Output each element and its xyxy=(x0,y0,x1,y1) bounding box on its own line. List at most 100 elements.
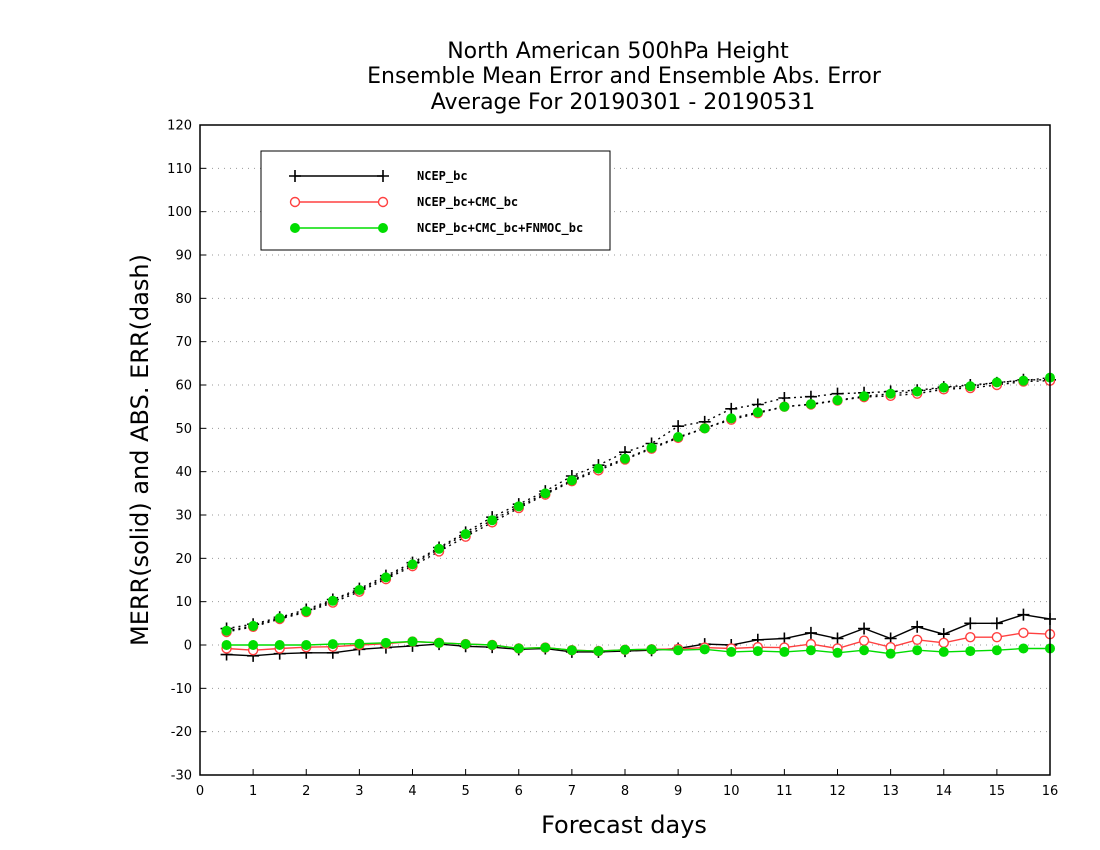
legend-box xyxy=(260,150,611,251)
mean-err-point-ncep-bc-cmc-bc-fnmoc-bc xyxy=(566,645,577,656)
y-tick-label: -30 xyxy=(171,769,192,784)
mean-err-point-ncep-bc-cmc-bc-fnmoc-bc xyxy=(380,637,391,648)
abs-err-point-ncep-bc-cmc-bc-fnmoc-bc xyxy=(221,625,232,636)
x-tick-label: 3 xyxy=(355,784,363,799)
abs-err-line-ncep-bc-cmc-bc-fnmoc-bc xyxy=(226,376,1051,632)
abs-err-point-ncep-bc-cmc-bc-fnmoc-bc xyxy=(991,377,1002,388)
mean-err-point-ncep-bc xyxy=(964,617,977,630)
x-tick-label: 14 xyxy=(935,784,952,799)
abs-err-point-ncep-bc-cmc-bc-fnmoc-bc xyxy=(380,572,391,583)
mean-err-point-ncep-bc-cmc-bc-fnmoc-bc xyxy=(487,640,498,650)
legend-marker xyxy=(378,223,388,233)
legend-marker xyxy=(377,196,389,208)
abs-err-point-ncep-bc-cmc-bc-fnmoc-bc xyxy=(699,423,710,434)
chart-title: North American 500hPa Height Ensemble Me… xyxy=(367,39,882,115)
mean-err-point-ncep-bc-cmc-bc-fnmoc-bc xyxy=(726,646,737,657)
mean-err-point-ncep-bc xyxy=(911,620,924,633)
abs-err-point-ncep-bc-cmc-bc-fnmoc-bc xyxy=(540,488,551,499)
mean-err-point-ncep-bc-cmc-bc xyxy=(858,635,870,646)
legend-marker xyxy=(290,223,300,233)
title-line-2: Ensemble Mean Error and Ensemble Abs. Er… xyxy=(367,64,882,89)
abs-err-point-ncep-bc-cmc-bc-fnmoc-bc xyxy=(912,386,923,397)
mean-err-line-ncep-bc-cmc-bc xyxy=(226,632,1051,652)
legend-items: NCEP_bc NCEP_bc+CMC_bc NCEP_bc+CMC_bc+FNMO… xyxy=(289,169,583,236)
abs-err-point-ncep-bc-cmc-bc-fnmoc-bc xyxy=(673,432,684,442)
x-tick-label: 10 xyxy=(723,784,740,799)
mean-err-point-ncep-bc-cmc-bc xyxy=(938,637,949,649)
abs-err-point-ncep-bc-cmc-bc-fnmoc-bc xyxy=(646,442,657,453)
abs-err-point-ncep-bc-cmc-bc-fnmoc-bc xyxy=(407,559,418,570)
x-axis-ticks: 0 1 2 3 4 5 6 7 8 9 10 11 12 13 14 15 16 xyxy=(196,769,1058,799)
y-tick-label: -10 xyxy=(171,682,192,697)
mean-err-point-ncep-bc-cmc-bc-fnmoc-bc xyxy=(646,644,657,655)
mean-err-line-ncep-bc-cmc-bc-fnmoc-bc xyxy=(226,640,1050,655)
abs-err-point-ncep-bc-cmc-bc-fnmoc-bc xyxy=(1018,375,1029,386)
x-tick-label: 15 xyxy=(989,784,1006,799)
abs-err-point-ncep-bc-cmc-bc-fnmoc-bc xyxy=(965,381,976,392)
abs-err-point-ncep-bc-cmc-bc-fnmoc-bc xyxy=(566,475,577,486)
mean-err-point-ncep-bc-cmc-bc-fnmoc-bc xyxy=(301,640,312,650)
series-ncep-bc-cmc-bc xyxy=(221,375,1056,657)
x-tick-label: 2 xyxy=(302,784,310,799)
mean-err-point-ncep-bc-cmc-bc-fnmoc-bc xyxy=(221,640,232,650)
mean-err-point-ncep-bc-cmc-bc xyxy=(1018,627,1029,639)
abs-err-point-ncep-bc-cmc-bc-fnmoc-bc xyxy=(805,399,816,410)
gridlines xyxy=(200,167,1050,733)
abs-err-point-ncep-bc xyxy=(725,402,738,415)
mean-err-point-ncep-bc-cmc-bc-fnmoc-bc xyxy=(859,645,870,656)
abs-err-point-ncep-bc-cmc-bc-fnmoc-bc xyxy=(885,388,896,399)
abs-err-point-ncep-bc-cmc-bc-fnmoc-bc xyxy=(832,395,843,406)
mean-err-point-ncep-bc xyxy=(858,622,871,635)
y-tick-label: 50 xyxy=(175,422,192,437)
x-tick-label: 4 xyxy=(408,784,416,799)
y-tick-label: 40 xyxy=(175,465,192,480)
mean-err-point-ncep-bc-cmc-bc xyxy=(991,632,1003,643)
y-tick-label: 0 xyxy=(184,639,192,654)
abs-err-point-ncep-bc-cmc-bc-fnmoc-bc xyxy=(274,613,285,624)
mean-err-point-ncep-bc-cmc-bc-fnmoc-bc xyxy=(938,646,949,657)
x-tick-label: 9 xyxy=(674,784,682,799)
x-tick-label: 0 xyxy=(196,784,204,799)
mean-err-point-ncep-bc xyxy=(831,632,844,645)
abs-err-point-ncep-bc-cmc-bc-fnmoc-bc xyxy=(859,391,870,402)
abs-err-point-ncep-bc xyxy=(672,420,685,433)
legend-label: NCEP_bc+CMC_bc+FNMOC_bc xyxy=(417,221,583,236)
abs-err-line-ncep-bc-cmc-bc xyxy=(226,380,1051,633)
x-tick-label: 1 xyxy=(249,784,257,799)
y-tick-label: 60 xyxy=(175,379,192,394)
mean-err-point-ncep-bc-cmc-bc xyxy=(911,634,923,645)
mean-err-point-ncep-bc-cmc-bc-fnmoc-bc xyxy=(965,646,976,657)
mean-err-point-ncep-bc-cmc-bc-fnmoc-bc xyxy=(407,636,418,647)
abs-err-point-ncep-bc-cmc-bc-fnmoc-bc xyxy=(460,529,471,540)
title-line-3: Average For 20190301 - 20190531 xyxy=(431,90,816,115)
abs-err-point-ncep-bc-cmc-bc-fnmoc-bc xyxy=(327,595,338,606)
abs-err-point-ncep-bc-cmc-bc-fnmoc-bc xyxy=(620,453,630,464)
abs-err-point-ncep-bc-cmc-bc-fnmoc-bc xyxy=(301,606,312,617)
y-tick-label: 120 xyxy=(167,119,192,134)
series-ncep-bc xyxy=(220,373,1056,662)
abs-err-point-ncep-bc-cmc-bc-fnmoc-bc xyxy=(779,401,790,412)
y-tick-label: 20 xyxy=(175,552,192,567)
mean-err-point-ncep-bc-cmc-bc-fnmoc-bc xyxy=(354,638,365,649)
mean-err-point-ncep-bc-cmc-bc-fnmoc-bc xyxy=(885,648,896,659)
legend-marker xyxy=(377,170,389,182)
mean-err-point-ncep-bc-cmc-bc xyxy=(965,632,976,643)
mean-err-point-ncep-bc xyxy=(1017,608,1030,621)
x-axis-label: Forecast days xyxy=(541,811,707,839)
x-tick-label: 5 xyxy=(461,784,469,799)
mean-err-point-ncep-bc-cmc-bc-fnmoc-bc xyxy=(699,644,710,655)
mean-err-point-ncep-bc-cmc-bc-fnmoc-bc xyxy=(460,639,471,650)
y-tick-label: 110 xyxy=(167,162,192,177)
y-tick-label: 80 xyxy=(175,292,192,307)
y-tick-label: 70 xyxy=(175,335,192,350)
mean-err-point-ncep-bc-cmc-bc-fnmoc-bc xyxy=(805,645,816,656)
legend-label: NCEP_bc+CMC_bc xyxy=(417,195,518,210)
abs-err-point-ncep-bc-cmc-bc-fnmoc-bc xyxy=(726,413,737,424)
abs-err-point-ncep-bc-cmc-bc-fnmoc-bc xyxy=(938,382,949,393)
abs-err-point-ncep-bc-cmc-bc-fnmoc-bc xyxy=(487,515,498,526)
abs-err-point-ncep-bc-cmc-bc-fnmoc-bc xyxy=(434,543,445,554)
mean-err-point-ncep-bc-cmc-bc-fnmoc-bc xyxy=(593,646,604,657)
mean-err-point-ncep-bc-cmc-bc-fnmoc-bc xyxy=(673,645,684,656)
legend-label: NCEP_bc xyxy=(417,169,468,184)
